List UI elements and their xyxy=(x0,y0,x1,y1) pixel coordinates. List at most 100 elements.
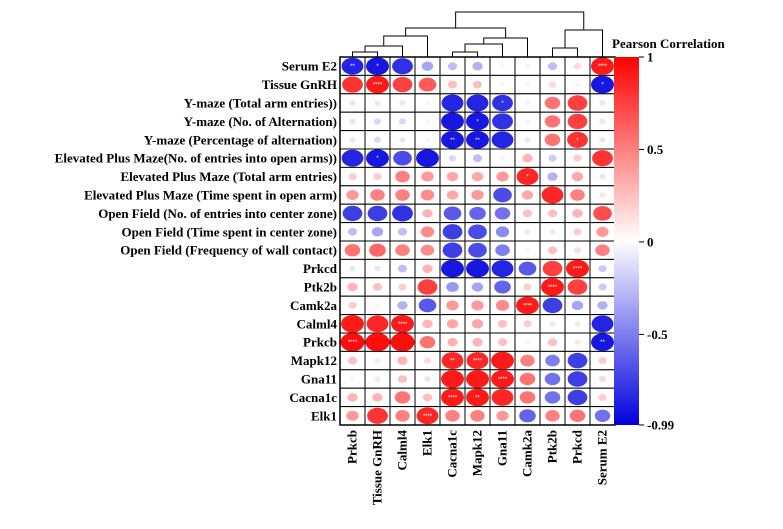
correlation-ellipse xyxy=(423,357,432,364)
row-label: Tissue GnRH xyxy=(262,77,337,92)
correlation-ellipse xyxy=(395,410,410,422)
correlation-ellipse xyxy=(370,189,385,201)
correlation-ellipse xyxy=(492,113,513,130)
correlation-ellipse xyxy=(547,209,558,218)
colorbar-tick-label: -0.5 xyxy=(647,327,668,342)
correlation-ellipse xyxy=(522,153,533,163)
correlation-ellipse xyxy=(472,61,483,71)
significance-label: * xyxy=(476,119,479,125)
correlation-ellipse xyxy=(397,227,408,236)
correlation-ellipse xyxy=(347,393,358,402)
row-label: Calml4 xyxy=(297,316,338,331)
correlation-ellipse xyxy=(366,315,389,333)
colorbar xyxy=(614,57,639,425)
correlation-ellipse xyxy=(424,100,431,106)
correlation-ellipse xyxy=(570,189,585,201)
correlation-ellipse xyxy=(548,81,557,88)
significance-label: **** xyxy=(548,285,558,291)
row-labels: Serum E2 Tissue GnRH Y-maze (Total arm ent… xyxy=(55,59,338,424)
correlation-ellipse xyxy=(494,207,511,220)
correlation-ellipse xyxy=(422,264,433,273)
correlation-ellipse xyxy=(441,370,464,388)
significance-label: * xyxy=(501,101,504,107)
column-label: Elk1 xyxy=(420,430,435,456)
correlation-ellipse xyxy=(573,228,582,236)
correlation-ellipse xyxy=(497,338,508,347)
correlation-ellipse xyxy=(472,154,483,163)
correlation-ellipse xyxy=(392,205,413,222)
correlation-ellipse xyxy=(495,244,510,256)
dendrogram-branch xyxy=(464,43,503,57)
correlation-ellipse xyxy=(472,80,483,89)
colorbar-ticks: 1 0.5 0 -0.5 -0.99 xyxy=(639,50,675,433)
correlation-ellipse xyxy=(446,190,459,200)
correlation-ellipse xyxy=(524,229,531,235)
significance-label: **** xyxy=(373,83,383,89)
correlation-ellipse xyxy=(442,242,463,258)
correlation-ellipse xyxy=(392,76,413,93)
correlation-ellipse xyxy=(420,226,435,238)
correlation-ellipse xyxy=(567,279,588,295)
correlation-ellipse xyxy=(471,282,484,292)
significance-label: **** xyxy=(423,414,433,420)
correlation-ellipse xyxy=(342,205,363,222)
correlation-ellipse xyxy=(373,118,382,125)
correlation-ellipse xyxy=(497,319,508,328)
dendrogram-branch xyxy=(564,29,603,57)
correlation-ellipse xyxy=(470,410,485,422)
row-label: Open Field (Frequency of wall contact) xyxy=(120,243,337,258)
correlation-ellipse xyxy=(420,189,435,201)
correlation-ellipse xyxy=(567,131,588,148)
correlation-ellipse xyxy=(544,372,561,386)
correlation-ellipse xyxy=(374,303,381,308)
correlation-ellipse xyxy=(545,354,560,367)
color-legend: Pearson Correlation 1 0.5 0 -0.5 -0.99 xyxy=(612,36,726,433)
correlation-ellipse xyxy=(348,173,357,181)
correlation-ellipse xyxy=(491,260,514,278)
significance-label: **** xyxy=(523,303,533,309)
correlation-ellipse xyxy=(548,154,557,162)
correlation-ellipse xyxy=(422,319,433,329)
correlation-ellipse xyxy=(524,63,531,69)
correlation-ellipse xyxy=(524,100,531,106)
column-labels: Prkcb Tissue GnRH Calml4 Elk1 Cacna1c Mapk12 G… xyxy=(345,429,610,505)
correlation-ellipse xyxy=(574,339,581,345)
column-label: Serum E2 xyxy=(595,430,610,485)
correlation-ellipse xyxy=(342,76,363,93)
correlation-ellipse xyxy=(598,375,607,383)
correlation-ellipse xyxy=(445,410,460,422)
correlation-ellipse xyxy=(418,77,437,92)
dendrogram-branch xyxy=(483,37,528,57)
correlation-ellipse xyxy=(468,242,487,258)
correlation-ellipse xyxy=(516,168,539,186)
correlation-ellipse xyxy=(573,154,582,162)
correlation-ellipse xyxy=(367,407,388,424)
correlation-ellipse xyxy=(365,332,390,352)
dendrogram-branch xyxy=(455,11,585,30)
correlation-ellipse xyxy=(523,320,532,328)
correlation-ellipse xyxy=(441,259,464,278)
correlation-ellipse xyxy=(591,315,614,333)
row-label: Serum E2 xyxy=(282,59,337,74)
correlation-ellipse xyxy=(422,209,433,218)
correlation-ellipse xyxy=(395,189,410,201)
correlation-ellipse xyxy=(493,187,512,203)
correlation-ellipse xyxy=(421,61,434,71)
correlation-ellipse xyxy=(547,62,558,71)
correlation-ellipse xyxy=(523,283,532,291)
correlation-ellipse xyxy=(591,333,614,352)
correlation-ellipse xyxy=(599,137,606,143)
correlation-ellipse xyxy=(571,171,584,182)
correlation-ellipse xyxy=(441,352,464,370)
correlation-ellipse xyxy=(524,339,531,345)
correlation-ellipse xyxy=(496,171,509,182)
correlation-ellipse xyxy=(595,244,610,256)
correlation-ellipse xyxy=(340,332,365,352)
correlation-ellipse xyxy=(524,137,531,143)
correlation-ellipse xyxy=(593,206,612,221)
correlation-ellipse xyxy=(491,351,514,370)
correlation-ellipse xyxy=(544,115,561,128)
correlation-ellipse xyxy=(499,155,506,161)
correlation-ellipse xyxy=(471,189,484,201)
correlation-ellipse xyxy=(367,205,388,222)
